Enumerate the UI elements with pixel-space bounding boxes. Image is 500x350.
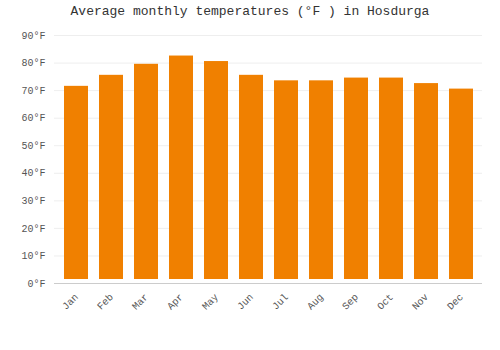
html-text:Average monthly temperatures (: Average monthly temperatures (°F ) in Ho… [70,4,430,19]
svg-text:May: May [200,292,221,313]
svg-text:70°F: 70°F [21,86,45,97]
svg-text:Jan: Jan [60,292,81,313]
svg-text:Aug: Aug [305,292,326,313]
svg-text:40°F: 40°F [21,168,45,179]
svg-text:10°F: 10°F [21,251,45,262]
svg-text:Feb: Feb [95,292,116,313]
svg-text:80°F: 80°F [21,58,45,69]
svg-text:20°F: 20°F [21,224,45,235]
svg-text:60°F: 60°F [21,113,45,124]
svg-text:Jun: Jun [235,292,256,313]
svg-text:Sep: Sep [340,292,361,313]
svg-text:Nov: Nov [410,292,431,313]
svg-text:Jul: Jul [270,292,291,313]
svg-text:50°F: 50°F [21,141,45,152]
svg-text:Dec: Dec [445,292,466,313]
svg-text:Apr: Apr [165,292,186,313]
svg-text:Mar: Mar [130,292,151,313]
svg-text:90°F: 90°F [21,31,45,42]
svg-text:Oct: Oct [375,292,396,313]
svg-text:0°F: 0°F [27,279,45,290]
svg-text:30°F: 30°F [21,196,45,207]
